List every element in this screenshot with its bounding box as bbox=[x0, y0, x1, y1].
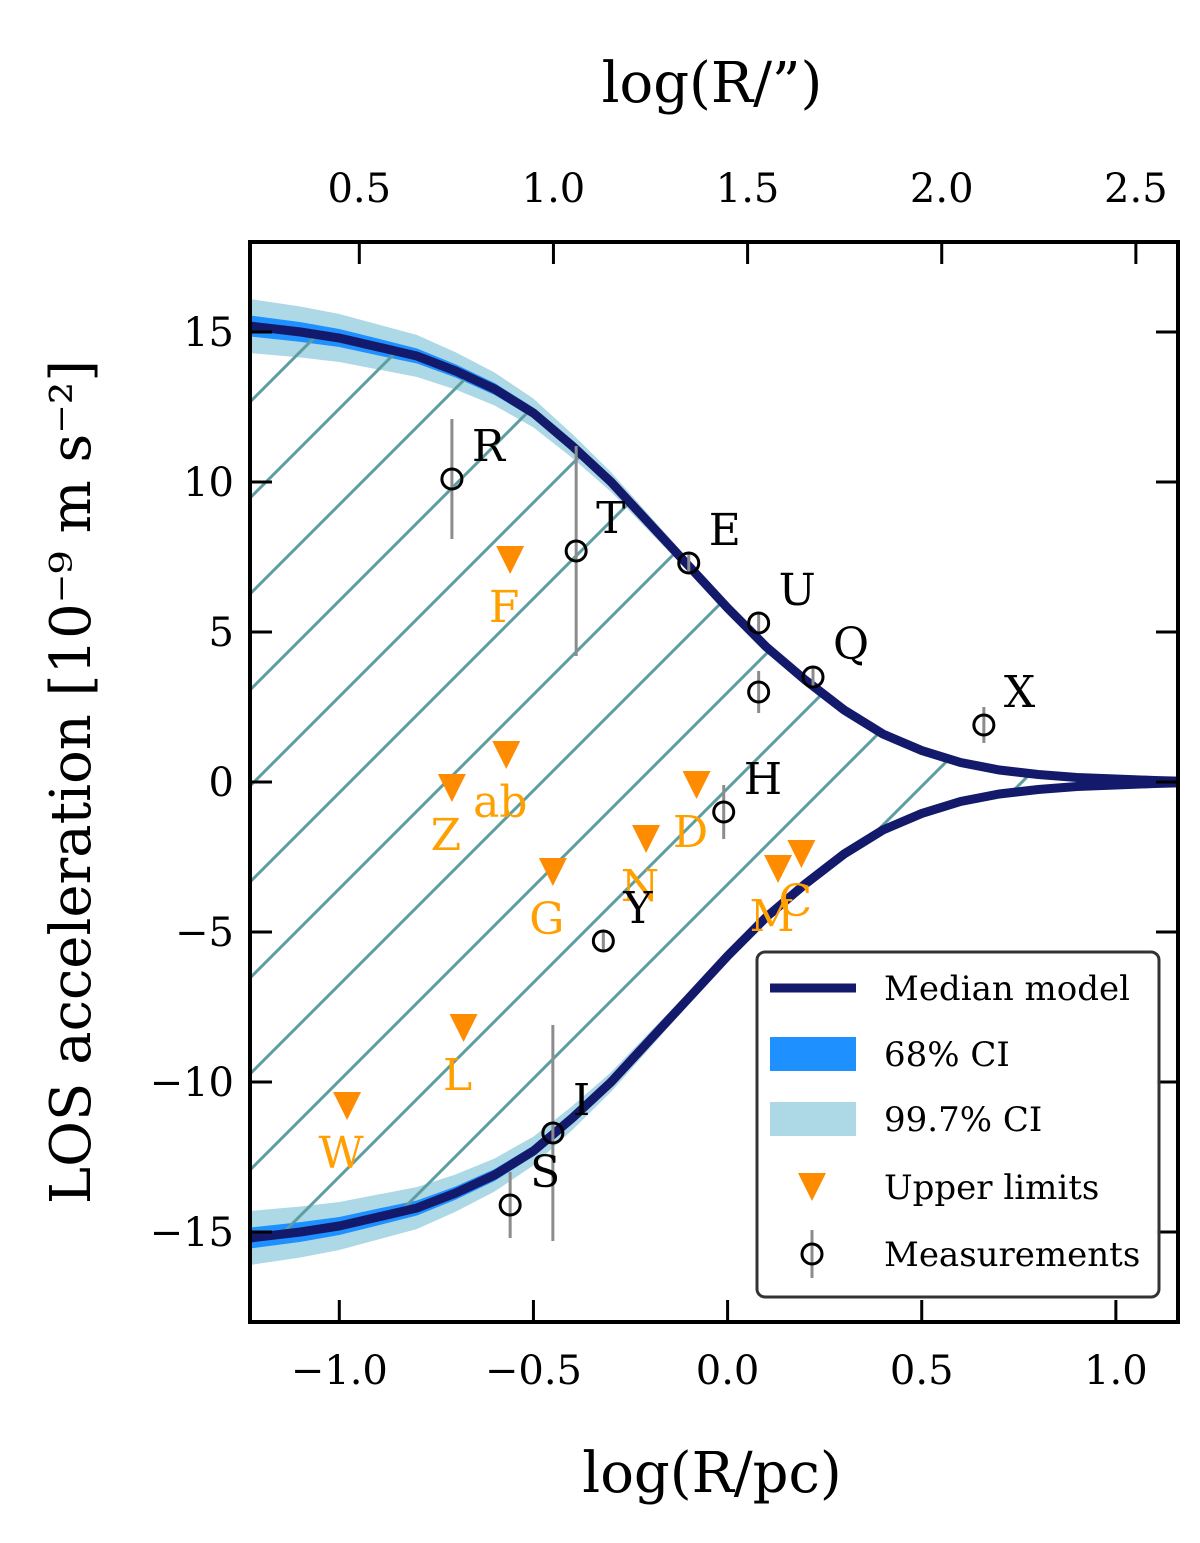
upper-limit-marker bbox=[632, 825, 661, 853]
measurement-marker bbox=[972, 713, 996, 737]
x-tick-label: −0.5 bbox=[485, 1348, 582, 1394]
measurement-label: U bbox=[779, 565, 816, 616]
upper-limit-marker bbox=[764, 855, 793, 883]
measurement-marker bbox=[541, 1121, 565, 1145]
hatch-line bbox=[250, 326, 700, 1238]
upper-limit-label: D bbox=[673, 807, 708, 858]
measurement-marker bbox=[591, 929, 615, 953]
y-tick-label: −15 bbox=[150, 1210, 234, 1256]
median-line-upper bbox=[250, 321, 1178, 786]
y-tick-label: 10 bbox=[183, 460, 234, 506]
hatch-line bbox=[288, 326, 1178, 1238]
measurement-label: Q bbox=[833, 619, 869, 670]
x-tick-label: −1.0 bbox=[291, 1348, 388, 1394]
hatch-line bbox=[250, 326, 508, 1238]
upper-limit-marker bbox=[492, 741, 521, 769]
y-tick-label: −10 bbox=[150, 1060, 234, 1106]
x-axis-label: log(R/pc) bbox=[582, 1441, 841, 1506]
x-tick-label: 0.5 bbox=[890, 1348, 954, 1394]
legend-measure-swatch bbox=[800, 1242, 824, 1266]
measurement-marker bbox=[498, 1193, 522, 1217]
legend-upper-swatch bbox=[798, 1173, 826, 1201]
legend-label-upper: Upper limits bbox=[884, 1168, 1099, 1208]
measurement-label: Y bbox=[622, 883, 653, 934]
upper-limit-label: L bbox=[443, 1050, 472, 1101]
upper-limit-marker bbox=[538, 858, 567, 886]
upper-limit-label: ab bbox=[473, 777, 527, 828]
upper-limit-marker bbox=[449, 1014, 478, 1042]
measurement-label: E bbox=[709, 505, 741, 556]
legend: Median model 68% CI 99.7% CI Upper limit… bbox=[755, 950, 1161, 1299]
measurement-marker bbox=[440, 467, 464, 491]
upper-limit-label: Z bbox=[431, 810, 462, 861]
upper-limit-label: N bbox=[621, 861, 660, 912]
measurement-marker bbox=[747, 680, 771, 704]
measurement-marker bbox=[677, 551, 701, 575]
legend-box bbox=[755, 950, 1161, 1299]
upper-limit-marker bbox=[496, 546, 525, 574]
hatch-line bbox=[0, 242, 26, 1322]
x-axis-top-label: log(R/”) bbox=[602, 51, 823, 116]
x-top-tick-label: 2.5 bbox=[1104, 166, 1168, 212]
hatch-line bbox=[250, 326, 604, 1238]
measurement-marker bbox=[564, 539, 588, 563]
confidence-bands bbox=[250, 299, 1178, 1265]
measurement-marker bbox=[712, 800, 736, 824]
legend-label-ci997: 99.7% CI bbox=[884, 1100, 1042, 1140]
median-model-lines bbox=[250, 321, 1178, 1243]
measurement-label: I bbox=[573, 1075, 590, 1126]
measurement-marker bbox=[747, 611, 771, 635]
hatch-line bbox=[0, 242, 218, 1322]
upper-limit-marker bbox=[437, 774, 466, 802]
measurement-label: T bbox=[596, 493, 625, 544]
x-top-tick-label: 2.0 bbox=[910, 166, 974, 212]
upper-limit-marker bbox=[787, 840, 816, 868]
legend-ci68-swatch bbox=[770, 1037, 856, 1071]
x-top-tick-label: 1.5 bbox=[716, 166, 780, 212]
upper-limit-label: M bbox=[750, 891, 795, 942]
median-line-lower bbox=[250, 778, 1178, 1243]
legend-ci997-swatch bbox=[770, 1102, 856, 1136]
y-tick-label: 15 bbox=[183, 310, 234, 356]
measurement-label: H bbox=[744, 754, 782, 805]
upper-limit-label: C bbox=[779, 876, 813, 927]
x-top-tick-label: 0.5 bbox=[327, 166, 391, 212]
legend-label-median: Median model bbox=[884, 969, 1130, 1009]
x-tick-label: 0.0 bbox=[696, 1348, 760, 1394]
y-tick-label: 5 bbox=[209, 610, 234, 656]
upper-limit-label: W bbox=[318, 1128, 364, 1179]
upper-limit-marker bbox=[333, 1092, 362, 1120]
y-tick-label: −5 bbox=[175, 910, 234, 956]
measurement-marker bbox=[801, 665, 825, 689]
upper-limit-marker bbox=[682, 771, 711, 799]
upper-limit-label: F bbox=[489, 582, 520, 633]
legend-label-measure: Measurements bbox=[884, 1235, 1140, 1275]
upper-limit-label: G bbox=[529, 894, 564, 945]
data-points: F Zab DN G CM L W R T EUQ X H Y IS bbox=[318, 419, 1036, 1241]
axis-ticks: −1.0 −0.5 0.0 0.5 1.0 0.5 1.0 1.5 2.0 2.5 −15 −10 −5… bbox=[150, 166, 1178, 1394]
x-tick-label: 1.0 bbox=[1084, 1348, 1148, 1394]
y-tick-label: 0 bbox=[209, 760, 234, 806]
measurement-label: S bbox=[530, 1147, 560, 1198]
legend-label-ci68: 68% CI bbox=[884, 1035, 1010, 1075]
hatch-line bbox=[250, 326, 796, 1238]
measurement-label: R bbox=[472, 421, 507, 472]
measurement-label: X bbox=[1004, 667, 1036, 718]
x-top-tick-label: 1.0 bbox=[522, 166, 586, 212]
y-axis-label: LOS acceleration [10⁻⁹ m s⁻²] bbox=[39, 360, 104, 1204]
